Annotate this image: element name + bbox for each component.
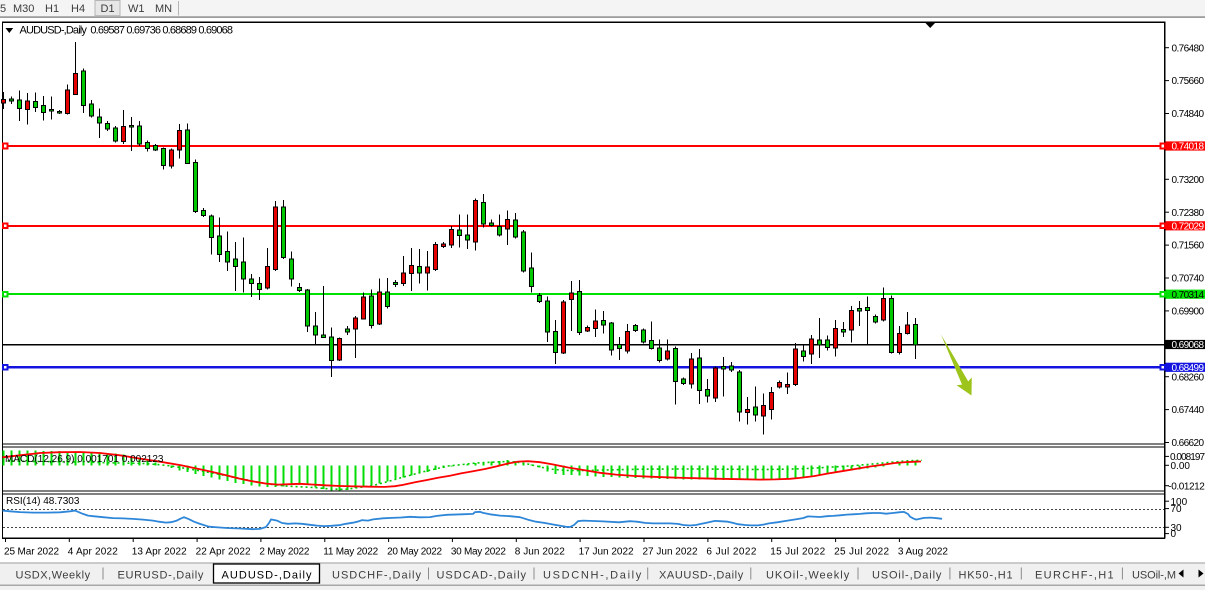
svg-text:2 May 2022: 2 May 2022: [259, 547, 309, 558]
svg-text:30: 30: [1171, 523, 1183, 534]
svg-text:15 Jul 2022: 15 Jul 2022: [770, 547, 825, 558]
svg-text:USOil-,M: USOil-,M: [1132, 569, 1176, 581]
svg-text:0.70314: 0.70314: [1172, 290, 1205, 301]
svg-text:11 May 2022: 11 May 2022: [323, 547, 378, 558]
svg-text:17 Jun 2022: 17 Jun 2022: [579, 547, 634, 558]
svg-text:MACD(12,26,9) 0.001701 0.00212: MACD(12,26,9) 0.001701 0.002123: [5, 454, 164, 465]
svg-text:0.00: 0.00: [1171, 461, 1191, 472]
svg-text:27 Jun 2022: 27 Jun 2022: [643, 547, 698, 558]
svg-text:5: 5: [0, 3, 6, 15]
svg-text:MN: MN: [155, 3, 172, 15]
svg-text:0.71560: 0.71560: [1172, 241, 1205, 252]
svg-text:0.008197: 0.008197: [1170, 452, 1205, 463]
svg-text:3 Aug 2022: 3 Aug 2022: [898, 547, 948, 558]
svg-text:4 Apr 2022: 4 Apr 2022: [68, 547, 118, 558]
svg-text:EURUSD-,Daily: EURUSD-,Daily: [118, 569, 204, 581]
svg-text:USDCHF-,Daily: USDCHF-,Daily: [332, 569, 422, 581]
svg-text:8 Jun 2022: 8 Jun 2022: [515, 547, 565, 558]
svg-text:0.74840: 0.74840: [1172, 109, 1205, 120]
svg-text:H1: H1: [45, 3, 59, 15]
svg-text:AUDUSD-,Daily 0.69587 0.69736: AUDUSD-,Daily 0.69587 0.69736 0.68689 0.…: [20, 24, 234, 36]
svg-text:RSI(14) 48.7303: RSI(14) 48.7303: [6, 496, 80, 507]
svg-text:22 Apr 2022: 22 Apr 2022: [196, 547, 251, 558]
svg-text:0.69900: 0.69900: [1172, 307, 1205, 318]
svg-text:0.72029: 0.72029: [1172, 221, 1205, 232]
svg-text:25 Jul 2022: 25 Jul 2022: [834, 547, 889, 558]
svg-text:M30: M30: [13, 3, 34, 15]
svg-text:0.73200: 0.73200: [1172, 175, 1205, 186]
svg-text:0.74018: 0.74018: [1172, 142, 1205, 153]
svg-text:EURCHF-,H1: EURCHF-,H1: [1035, 569, 1114, 581]
svg-text:0: 0: [1171, 529, 1177, 540]
svg-text:USDCNH-,Daily: USDCNH-,Daily: [543, 569, 642, 581]
svg-text:H4: H4: [71, 3, 85, 15]
svg-text:70: 70: [1171, 504, 1183, 515]
svg-text:6 Jul 2022: 6 Jul 2022: [706, 547, 756, 558]
svg-text:AUDUSD-,Daily: AUDUSD-,Daily: [222, 569, 313, 581]
svg-text:0.70740: 0.70740: [1172, 274, 1205, 285]
svg-text:0.69068: 0.69068: [1172, 340, 1205, 351]
svg-text:W1: W1: [128, 3, 145, 15]
svg-text:USDCAD-,Daily: USDCAD-,Daily: [437, 569, 527, 581]
svg-text:XAUUSD-,Daily: XAUUSD-,Daily: [659, 569, 744, 581]
svg-text:0.75660: 0.75660: [1172, 76, 1205, 87]
svg-text:-0.01212: -0.01212: [1168, 481, 1205, 492]
svg-text:0.68260: 0.68260: [1172, 372, 1205, 383]
svg-text:100: 100: [1171, 497, 1188, 508]
svg-text:30 May 2022: 30 May 2022: [451, 547, 506, 558]
svg-text:0.72380: 0.72380: [1172, 208, 1205, 219]
svg-text:UKOil-,Weekly: UKOil-,Weekly: [766, 569, 850, 581]
svg-text:USOil-,Daily: USOil-,Daily: [872, 569, 942, 581]
svg-text:0.68499: 0.68499: [1172, 363, 1205, 374]
svg-text:HK50-,H1: HK50-,H1: [959, 569, 1013, 581]
svg-text:25 Mar 2022: 25 Mar 2022: [4, 547, 59, 558]
svg-text:0.66620: 0.66620: [1172, 438, 1205, 449]
svg-text:D1: D1: [101, 3, 115, 15]
svg-text:20 May 2022: 20 May 2022: [387, 547, 442, 558]
svg-text:0.67440: 0.67440: [1172, 405, 1205, 416]
svg-text:0.76480: 0.76480: [1172, 43, 1205, 54]
svg-text:13 Apr 2022: 13 Apr 2022: [132, 547, 187, 558]
svg-text:USDX,Weekly: USDX,Weekly: [16, 569, 91, 581]
